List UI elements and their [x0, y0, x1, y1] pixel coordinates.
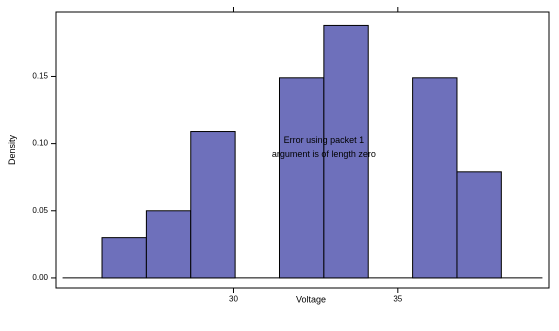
y-tick-label: 0.05 [32, 206, 48, 215]
error-annotation: Error using packet 1 argument is of lengt… [272, 135, 376, 159]
x-axis: 30 35 [229, 288, 403, 304]
histogram-bars [101, 24, 502, 279]
y-axis-title: Density [7, 134, 17, 165]
x-tick-label: 30 [229, 295, 238, 304]
histogram-bar [323, 24, 369, 279]
top-axis-ticks [232, 7, 399, 12]
histogram-bar [278, 77, 325, 279]
histogram-bar [145, 210, 192, 279]
histogram-bar [412, 77, 458, 279]
histogram-bar [190, 131, 236, 279]
histogram-bar [101, 237, 147, 279]
plot-panel-border [55, 11, 550, 289]
annotation-line: argument is of length zero [272, 149, 376, 159]
y-axis: 0.00 0.05 0.10 0.15 [32, 72, 56, 282]
y-tick-label: 0.15 [32, 72, 48, 81]
y-tick-label: 0.10 [32, 139, 48, 148]
histogram-bar [456, 171, 502, 279]
y-tick-label: 0.00 [32, 273, 48, 282]
annotation-line: Error using packet 1 [284, 135, 365, 145]
x-tick-label: 35 [393, 295, 402, 304]
x-axis-title: Voltage [296, 294, 326, 304]
